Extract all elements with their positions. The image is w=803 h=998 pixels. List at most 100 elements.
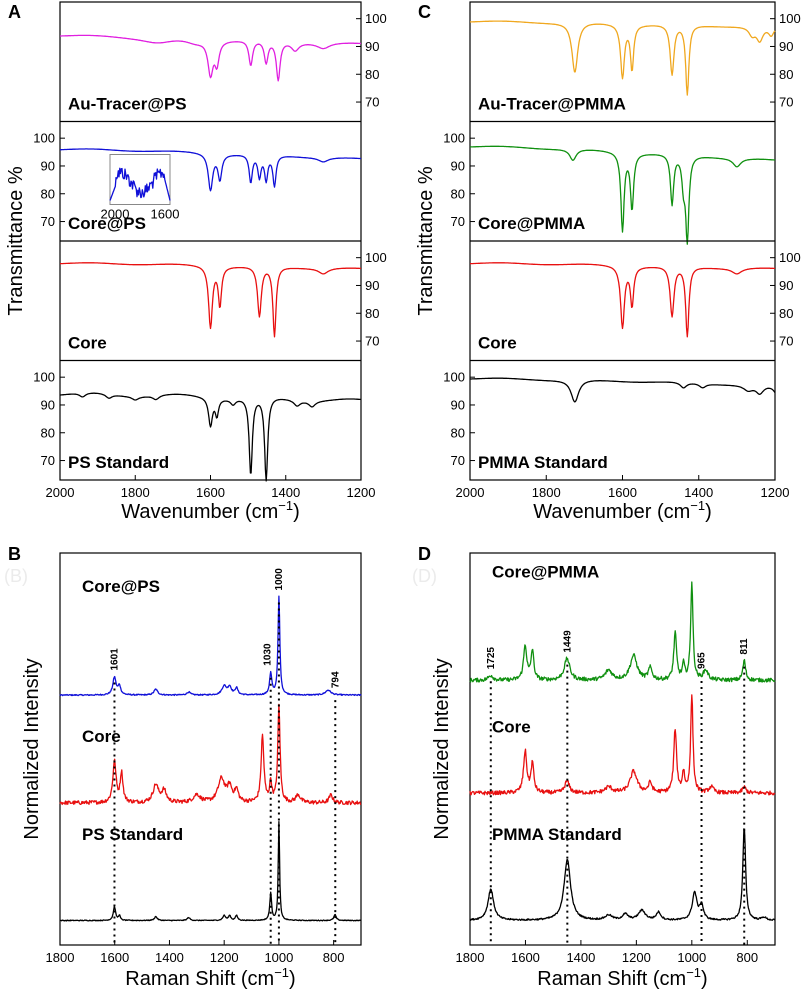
y-axis-title: Transmittance % [5, 166, 27, 316]
trace-label-au-tracer-pmma: Au-Tracer@PMMA [478, 95, 626, 114]
x-tick-label: 800 [323, 950, 345, 965]
inset-spectrum-line [109, 167, 171, 201]
x-tick-label: 1600 [511, 950, 540, 965]
y-tick-label: 80 [451, 425, 465, 440]
x-tick-label: 1400 [271, 485, 300, 500]
spectrum-line-core [59, 703, 362, 806]
peak-label: 965 [697, 652, 708, 669]
x-tick-label: 1400 [684, 485, 713, 500]
trace-label-core: Core [68, 334, 107, 353]
y-tick-label: 100 [779, 250, 801, 265]
x-tick-label: 1400 [566, 950, 595, 965]
x-tick-label: 2000 [46, 485, 75, 500]
inset-frame [109, 154, 171, 205]
y-tick-label: 90 [451, 397, 465, 412]
x-tick-label: 1200 [347, 485, 376, 500]
x-axis-title: Wavenumber (cm−1) [121, 498, 300, 523]
trace-label-core-ps: Core@PS [82, 577, 160, 596]
y-tick-label: 90 [365, 278, 379, 293]
x-tick-label: 1600 [608, 485, 637, 500]
y-tick-label: 100 [365, 250, 387, 265]
strip-core-pmma: 70 80 90 100 Core@PMMA [443, 120, 776, 245]
peak-label: 1449 [562, 630, 573, 653]
y-tick-label: 90 [451, 158, 465, 173]
y-tick-label: 80 [451, 186, 465, 201]
spectrum-line-au-tracer-ps [60, 34, 361, 82]
x-tick-label: 1000 [264, 950, 293, 965]
peak-label: 794 [330, 671, 341, 688]
y-tick-label: 80 [41, 425, 55, 440]
strip-core: 70 80 90 100 Core [469, 240, 801, 353]
x-tick-label: 1800 [46, 950, 75, 965]
x-tick-label: 800 [736, 950, 758, 965]
y-tick-label: 70 [779, 95, 793, 110]
y-tick-label: 90 [365, 39, 379, 54]
trace-label-core-pmma: Core@PMMA [478, 214, 585, 233]
y-tick-label: 100 [779, 11, 801, 26]
trace-label-core: Core [82, 727, 121, 746]
trace-label-ps-standard: PS Standard [82, 825, 183, 844]
peak-label: 811 [739, 638, 750, 655]
y-tick-label: 90 [41, 158, 55, 173]
y-tick-label: 70 [41, 214, 55, 229]
panel-letter-d: D [418, 544, 431, 564]
x-tick-label: 1200 [761, 485, 790, 500]
x-tick-label: 1800 [532, 485, 561, 500]
x-tick-label: 1000 [677, 950, 706, 965]
y-tick-label: 90 [779, 278, 793, 293]
panel-letter-a: A [8, 2, 21, 22]
y-axis-title: Transmittance % [415, 166, 437, 316]
spectrum-line-core-ps [60, 148, 362, 192]
panel-b-raman-chart: Core@PS Core PS Standard 1601 1030 1000 794 180… [21, 552, 362, 990]
trace-label-core-ps: Core@PS [68, 214, 146, 233]
y-tick-label: 70 [779, 334, 793, 349]
x-axis-title: Raman Shift (cm−1) [537, 965, 707, 990]
spectrum-line-core [469, 694, 776, 796]
strip-core: 70 80 90 100 Core [59, 240, 387, 353]
y-tick-label: 90 [41, 397, 55, 412]
spectrum-line-au-tracer-pmma [470, 20, 776, 96]
panel-a-ir-chart: 708090100Au-Tracer@PS708090100Core@PS200… [5, 1, 387, 523]
panel-letter-b: B [8, 544, 21, 564]
y-tick-label: 100 [443, 131, 465, 146]
inset-x-tick-label: 2000 [101, 207, 130, 222]
trace-label-core: Core [492, 717, 531, 736]
y-tick-label: 90 [779, 39, 793, 54]
strip-au-tracer-pmma: 70 80 90 100 Au-Tracer@PMMA [470, 11, 801, 114]
y-tick-label: 100 [33, 131, 55, 146]
peak-label: 1725 [486, 647, 497, 670]
x-tick-label: 2000 [456, 485, 485, 500]
spectrum-line-core-pmma [469, 581, 776, 683]
x-tick-label: 1400 [155, 950, 184, 965]
panel-letter-c: C [418, 2, 431, 22]
strip-au-tracer-ps: 70 80 90 100 Au-Tracer@PS [60, 11, 387, 114]
y-tick-label: 70 [41, 453, 55, 468]
panel-watermark-b: (B) [4, 566, 28, 586]
spectrum-line-ps-standard [59, 821, 362, 922]
y-tick-label: 100 [443, 370, 465, 385]
strip-pmma-standard: 70 80 90 100 PMMA Standard [443, 359, 776, 472]
panel-c-ir-chart: 70 80 90 100 Au-Tracer@PMMA 70 80 90 100 Core@PMM… [415, 1, 801, 523]
x-tick-label: 1800 [121, 485, 150, 500]
y-axis-title: Normalized Intensity [431, 658, 453, 839]
trace-label-au-tracer-ps: Au-Tracer@PS [68, 95, 187, 114]
trace-label-core-pmma: Core@PMMA [492, 563, 599, 582]
x-tick-label: 1200 [622, 950, 651, 965]
panel-d-raman-chart: Core@PMMA Core PMMA Standard 1725 1449 965 811… [431, 552, 776, 990]
x-axis-title: Raman Shift (cm−1) [125, 965, 295, 990]
x-tick-label: 1600 [196, 485, 225, 500]
spectrum-line-ps-standard [60, 392, 362, 482]
trace-label-ps-standard: PS Standard [68, 453, 169, 472]
y-axis-title: Normalized Intensity [21, 658, 43, 839]
peak-label: 1030 [262, 643, 273, 666]
peak-label: 1000 [274, 568, 285, 591]
strip-ps-standard: 70 80 90 100 PS Standard [33, 359, 362, 482]
y-tick-label: 70 [451, 453, 465, 468]
x-tick-label: 1600 [100, 950, 129, 965]
y-tick-label: 80 [779, 67, 793, 82]
y-tick-label: 80 [365, 67, 379, 82]
y-tick-label: 80 [779, 306, 793, 321]
y-tick-label: 70 [365, 95, 379, 110]
x-tick-label: 1800 [456, 950, 485, 965]
